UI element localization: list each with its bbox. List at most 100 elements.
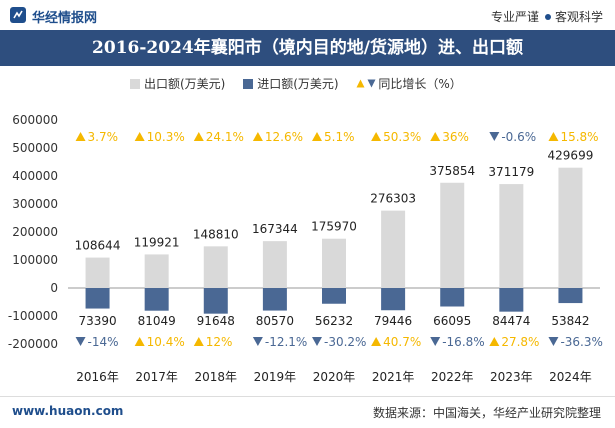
logo-icon — [10, 7, 26, 23]
x-category-label: 2024年 — [549, 370, 592, 384]
import-growth-label: -36.3% — [560, 335, 602, 349]
y-tick-label: 100000 — [12, 253, 58, 267]
y-tick-label: 200000 — [12, 225, 58, 239]
export-value-label: 371179 — [488, 165, 534, 179]
export-value-label: 148810 — [193, 227, 239, 241]
legend-growth-label: 同比增长（%） — [378, 77, 462, 91]
growth-up-triangle — [371, 337, 382, 346]
growth-up-triangle — [193, 132, 204, 141]
import-value-label: 81049 — [138, 314, 176, 328]
legend-import-label: 进口额(万美元) — [257, 77, 339, 91]
growth-down-triangle — [75, 337, 86, 346]
import-growth-label: -14% — [88, 335, 119, 349]
y-tick-label: 300000 — [12, 197, 58, 211]
export-growth-label: 12.6% — [265, 130, 303, 144]
export-value-label: 167344 — [252, 222, 298, 236]
import-bar — [558, 288, 583, 304]
export-growth-label: 10.3% — [147, 130, 185, 144]
import-bar — [144, 288, 169, 311]
tagline: 专业严谨 客观科学 — [491, 8, 603, 25]
y-tick-label: 400000 — [12, 169, 58, 183]
legend-growth: 同比增长（%） — [356, 75, 462, 92]
import-bar — [322, 288, 346, 304]
export-bar — [262, 241, 287, 288]
import-bar — [499, 288, 524, 312]
x-category-label: 2021年 — [372, 370, 415, 384]
x-category-label: 2019年 — [254, 370, 297, 384]
export-bar — [203, 246, 228, 288]
y-tick-label: -100000 — [8, 309, 58, 323]
export-growth-label: 24.1% — [206, 130, 244, 144]
export-bar — [85, 257, 110, 288]
import-bar — [440, 288, 465, 307]
legend-import: 进口额(万美元) — [243, 75, 339, 92]
growth-down-triangle — [548, 337, 559, 346]
growth-up-triangle — [489, 337, 500, 346]
export-growth-label: -0.6% — [501, 130, 536, 144]
growth-down-triangle — [312, 337, 322, 346]
import-growth-label: 27.8% — [501, 335, 539, 349]
chart-legend: 出口额(万美元) 进口额(万美元) 同比增长（%） — [130, 75, 476, 92]
legend-export: 出口额(万美元) — [130, 75, 225, 92]
import-growth-label: -30.2% — [324, 335, 366, 349]
legend-import-swatch — [243, 79, 254, 89]
export-bar — [440, 182, 465, 288]
growth-up-triangle — [252, 132, 263, 141]
growth-up-triangle — [75, 132, 86, 141]
import-value-label: 56232 — [315, 314, 353, 328]
growth-up-triangle — [134, 132, 145, 141]
brand-name[interactable]: 华经情报网 — [32, 11, 98, 26]
growth-down-triangle — [430, 337, 441, 346]
separator-dot-icon — [544, 14, 551, 20]
import-bar — [203, 288, 228, 314]
import-bar — [85, 288, 110, 309]
export-bar — [558, 167, 583, 288]
site-url[interactable]: www.huaon.com — [12, 404, 124, 418]
import-value-label: 73390 — [78, 314, 116, 328]
triangle-down-icon — [367, 79, 376, 88]
tag-professional: 专业严谨 — [490, 10, 539, 24]
title-bar: 2016-2024年襄阳市（境内目的地/货源地）进、出口额 — [0, 30, 615, 66]
export-value-label: 429699 — [548, 149, 594, 163]
export-value-label: 375854 — [429, 164, 475, 178]
export-growth-label: 15.8% — [560, 130, 598, 144]
export-growth-label: 50.3% — [383, 130, 421, 144]
growth-up-triangle — [312, 132, 322, 141]
import-bar — [262, 288, 287, 311]
y-tick-label: 600000 — [12, 113, 58, 127]
y-tick-label: 500000 — [12, 141, 58, 155]
bar-chart: 600000 500000 400000 300000 200000 100000 0 -10… — [8, 113, 603, 384]
x-category-label: 2023年 — [490, 370, 533, 384]
import-growth-label: -16.8% — [442, 335, 484, 349]
import-growth-label: -12.1% — [265, 335, 307, 349]
footer: www.huaon.com 数据来源：中国海关，华经产业研究院整理 — [0, 396, 615, 428]
x-category-label: 2017年 — [135, 370, 178, 384]
tag-objective: 客观科学 — [554, 10, 603, 24]
x-category-label: 2022年 — [431, 370, 474, 384]
x-category-label: 2016年 — [76, 370, 119, 384]
triangle-up-icon — [356, 79, 365, 88]
legend-export-swatch — [130, 79, 140, 89]
export-bar — [322, 238, 346, 288]
import-value-label: 91648 — [197, 314, 235, 328]
y-tick-label: 0 — [50, 281, 58, 295]
export-value-label: 276303 — [370, 192, 416, 206]
import-growth-label: 12% — [206, 335, 233, 349]
data-source: 数据来源：中国海关，华经产业研究院整理 — [372, 406, 601, 420]
import-value-label: 80570 — [256, 314, 294, 328]
x-category-label: 2020年 — [313, 370, 356, 384]
import-value-label: 84474 — [492, 314, 530, 328]
import-growth-label: 10.4% — [147, 335, 185, 349]
export-bar — [381, 210, 406, 288]
export-growth-label: 3.7% — [88, 130, 119, 144]
import-value-label: 53842 — [551, 314, 589, 328]
export-growth-label: 5.1% — [324, 130, 355, 144]
x-category-label: 2018年 — [195, 370, 238, 384]
chart-title: 2016-2024年襄阳市（境内目的地/货源地）进、出口额 — [92, 38, 523, 58]
import-bar — [381, 288, 406, 311]
growth-up-triangle — [193, 337, 204, 346]
import-value-label: 79446 — [374, 314, 412, 328]
y-tick-label: -200000 — [8, 337, 58, 351]
growth-down-triangle — [489, 132, 500, 141]
export-value-label: 175970 — [311, 220, 357, 234]
